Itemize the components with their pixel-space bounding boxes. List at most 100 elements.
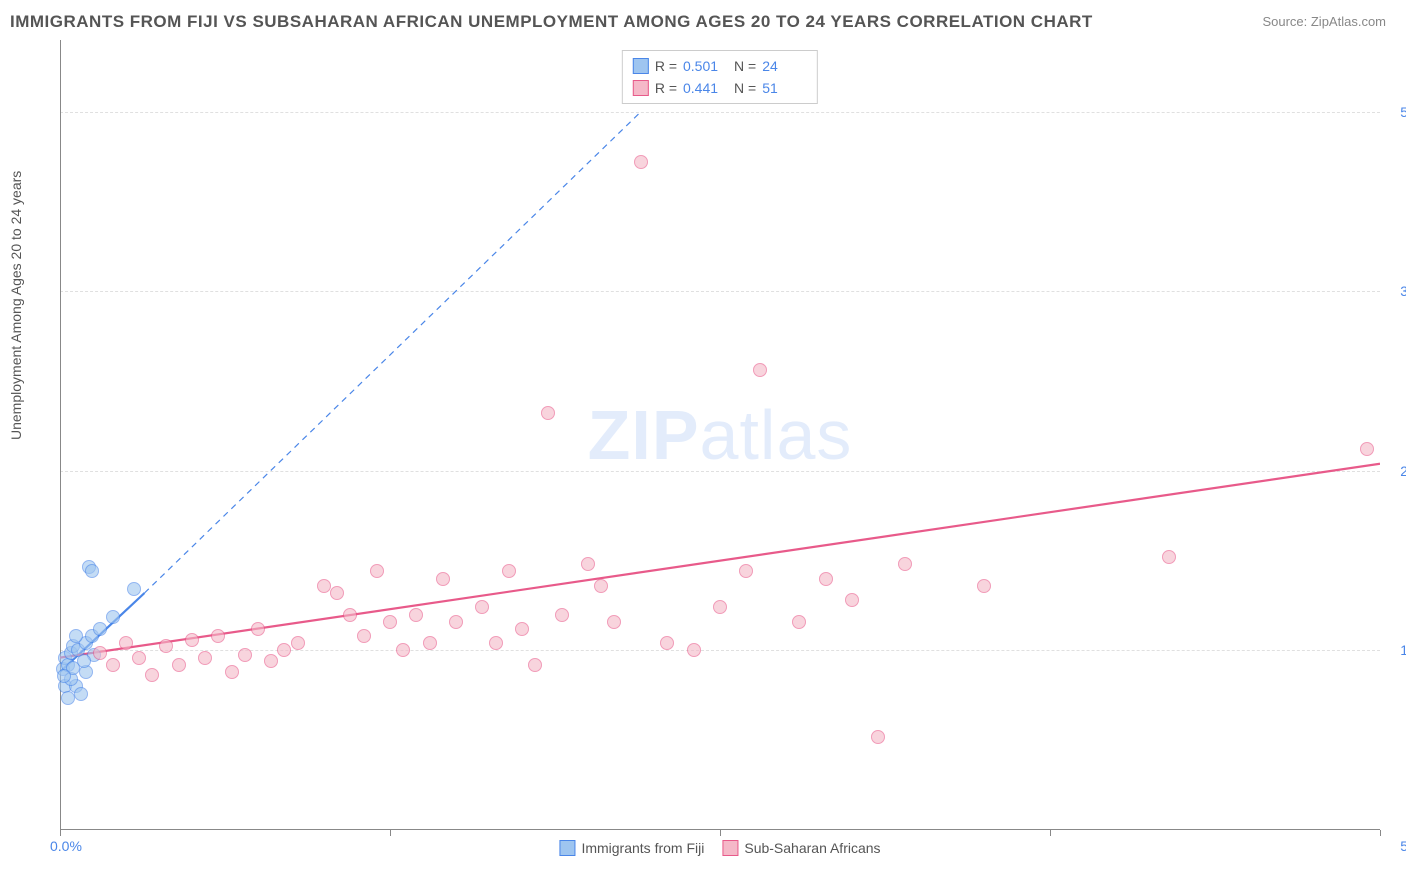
data-point xyxy=(159,639,173,653)
gridline xyxy=(60,650,1380,651)
data-point xyxy=(238,648,252,662)
data-point xyxy=(489,636,503,650)
legend-series-item: Immigrants from Fiji xyxy=(559,840,704,856)
data-point xyxy=(383,615,397,629)
data-point xyxy=(132,651,146,665)
y-tick-label: 50.0% xyxy=(1385,104,1406,120)
data-point xyxy=(515,622,529,636)
legend-series-label: Immigrants from Fiji xyxy=(581,840,704,856)
data-point xyxy=(660,636,674,650)
data-point xyxy=(185,633,199,647)
legend-correlation-row: R = 0.501 N = 24 xyxy=(633,55,807,77)
data-point xyxy=(106,610,120,624)
data-point xyxy=(845,593,859,607)
gridline xyxy=(60,291,1380,292)
data-point xyxy=(753,363,767,377)
data-point xyxy=(264,654,278,668)
chart-title: IMMIGRANTS FROM FIJI VS SUBSAHARAN AFRIC… xyxy=(10,12,1093,32)
data-point xyxy=(739,564,753,578)
data-point xyxy=(977,579,991,593)
y-axis-line xyxy=(60,40,61,830)
r-label: R = xyxy=(655,77,677,99)
data-point xyxy=(581,557,595,571)
legend-swatch xyxy=(559,840,575,856)
data-point xyxy=(687,643,701,657)
data-point xyxy=(607,615,621,629)
r-value: 0.501 xyxy=(683,55,728,77)
watermark-atlas: atlas xyxy=(700,396,853,474)
data-point xyxy=(871,730,885,744)
data-point xyxy=(409,608,423,622)
legend-series-item: Sub-Saharan Africans xyxy=(722,840,880,856)
n-label: N = xyxy=(734,77,756,99)
data-point xyxy=(69,629,83,643)
data-point xyxy=(898,557,912,571)
x-axis-min-label: 0.0% xyxy=(50,838,82,854)
y-tick-label: 12.5% xyxy=(1385,642,1406,658)
series-legend: Immigrants from Fiji Sub-Saharan Africans xyxy=(559,840,880,856)
data-point xyxy=(93,622,107,636)
data-point xyxy=(343,608,357,622)
watermark: ZIPatlas xyxy=(588,395,853,475)
y-tick-label: 25.0% xyxy=(1385,463,1406,479)
data-point xyxy=(449,615,463,629)
data-point xyxy=(251,622,265,636)
legend-correlation-row: R = 0.441 N = 51 xyxy=(633,77,807,99)
x-tick-mark xyxy=(60,830,61,836)
data-point xyxy=(1162,550,1176,564)
data-point xyxy=(93,646,107,660)
data-point xyxy=(541,406,555,420)
data-point xyxy=(370,564,384,578)
data-point xyxy=(74,687,88,701)
data-point xyxy=(145,668,159,682)
data-point xyxy=(85,564,99,578)
legend-swatch xyxy=(633,80,649,96)
chart-plot-area: ZIPatlas 12.5%25.0%37.5%50.0% 0.0% 50.0%… xyxy=(60,40,1380,830)
watermark-zip: ZIP xyxy=(588,396,700,474)
x-tick-mark xyxy=(390,830,391,836)
data-point xyxy=(396,643,410,657)
y-axis-label: Unemployment Among Ages 20 to 24 years xyxy=(8,171,24,440)
data-point xyxy=(357,629,371,643)
data-point xyxy=(106,658,120,672)
data-point xyxy=(475,600,489,614)
data-point xyxy=(713,600,727,614)
data-point xyxy=(225,665,239,679)
data-point xyxy=(502,564,516,578)
data-point xyxy=(291,636,305,650)
legend-series-label: Sub-Saharan Africans xyxy=(744,840,880,856)
correlation-legend: R = 0.501 N = 24 R = 0.441 N = 51 xyxy=(622,50,818,104)
data-point xyxy=(330,586,344,600)
n-value: 51 xyxy=(762,77,807,99)
x-tick-mark xyxy=(720,830,721,836)
data-point xyxy=(819,572,833,586)
x-axis-max-label: 50.0% xyxy=(1400,838,1406,854)
gridline xyxy=(60,112,1380,113)
data-point xyxy=(792,615,806,629)
data-point xyxy=(436,572,450,586)
data-point xyxy=(198,651,212,665)
data-point xyxy=(277,643,291,657)
data-point xyxy=(423,636,437,650)
data-point xyxy=(57,669,71,683)
data-point xyxy=(634,155,648,169)
legend-swatch xyxy=(633,58,649,74)
legend-swatch xyxy=(722,840,738,856)
r-label: R = xyxy=(655,55,677,77)
n-label: N = xyxy=(734,55,756,77)
y-tick-label: 37.5% xyxy=(1385,283,1406,299)
data-point xyxy=(119,636,133,650)
data-point xyxy=(211,629,225,643)
trend-lines xyxy=(60,40,1380,830)
data-point xyxy=(528,658,542,672)
r-value: 0.441 xyxy=(683,77,728,99)
x-tick-mark xyxy=(1050,830,1051,836)
x-tick-mark xyxy=(1380,830,1381,836)
data-point xyxy=(555,608,569,622)
n-value: 24 xyxy=(762,55,807,77)
data-point xyxy=(1360,442,1374,456)
source-attribution: Source: ZipAtlas.com xyxy=(1262,14,1386,29)
data-point xyxy=(317,579,331,593)
gridline xyxy=(60,471,1380,472)
x-axis-line xyxy=(60,829,1380,830)
